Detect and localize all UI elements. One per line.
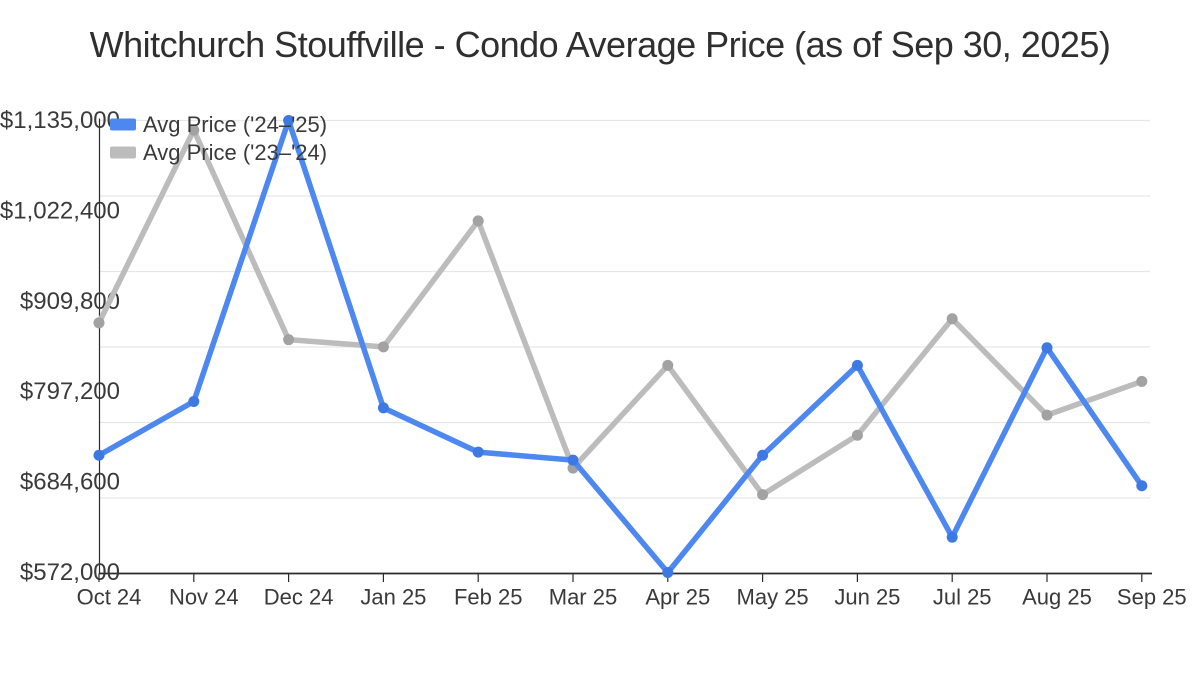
x-axis-label: Nov 24	[169, 585, 239, 610]
data-point-prior	[377, 341, 389, 353]
y-axis-label: $1,022,400	[0, 197, 120, 224]
data-point-prior	[662, 359, 674, 371]
legend-label-current: Avg Price ('24–'25)	[143, 112, 327, 137]
x-axis-label: Aug 25	[1022, 585, 1092, 610]
data-point-prior	[93, 317, 105, 329]
x-axis-label: Dec 24	[264, 585, 334, 610]
x-axis-label: Jan 25	[360, 585, 426, 610]
data-point-current	[1041, 342, 1053, 354]
data-point-current	[283, 115, 295, 126]
data-point-current	[946, 531, 958, 543]
data-point-current	[757, 449, 769, 461]
y-axis-label: $797,200	[20, 378, 120, 405]
data-point-current	[377, 402, 389, 414]
x-axis-label: Jul 25	[933, 585, 992, 610]
legend-swatch-current	[110, 118, 136, 131]
legend-label-prior: Avg Price ('23–'24)	[143, 140, 327, 165]
data-point-prior	[851, 429, 863, 441]
x-axis-label: Feb 25	[454, 585, 523, 610]
legend-swatch-prior	[110, 146, 136, 159]
data-point-prior	[472, 215, 484, 227]
data-point-prior	[283, 334, 295, 346]
data-point-prior	[757, 489, 769, 501]
series-line-prior	[96, 127, 1145, 498]
data-point-current	[93, 449, 105, 461]
data-point-current	[188, 395, 200, 407]
x-axis-label: Jun 25	[834, 585, 900, 610]
data-point-current	[567, 454, 579, 466]
data-point-prior	[1136, 375, 1148, 387]
x-axis-label: Mar 25	[549, 585, 617, 610]
data-point-current	[472, 446, 484, 458]
data-point-current	[662, 567, 674, 578]
y-axis-label: $684,600	[20, 469, 120, 496]
data-point-prior	[946, 313, 958, 325]
series-line-current	[96, 117, 1145, 576]
y-axis-label: $572,000	[20, 559, 120, 586]
data-point-current	[1136, 480, 1148, 492]
data-point-prior	[1041, 409, 1053, 421]
chart-title: Whitchurch Stouffville - Condo Average P…	[89, 24, 1111, 65]
y-axis-label: $1,135,000	[0, 107, 120, 134]
data-point-prior	[188, 124, 200, 136]
data-point-current	[851, 359, 863, 371]
x-axis-label: Apr 25	[645, 585, 710, 610]
x-axis-label: May 25	[737, 585, 809, 610]
x-axis-label: Sep 25	[1117, 585, 1187, 610]
x-axis-label: Oct 24	[77, 585, 142, 610]
